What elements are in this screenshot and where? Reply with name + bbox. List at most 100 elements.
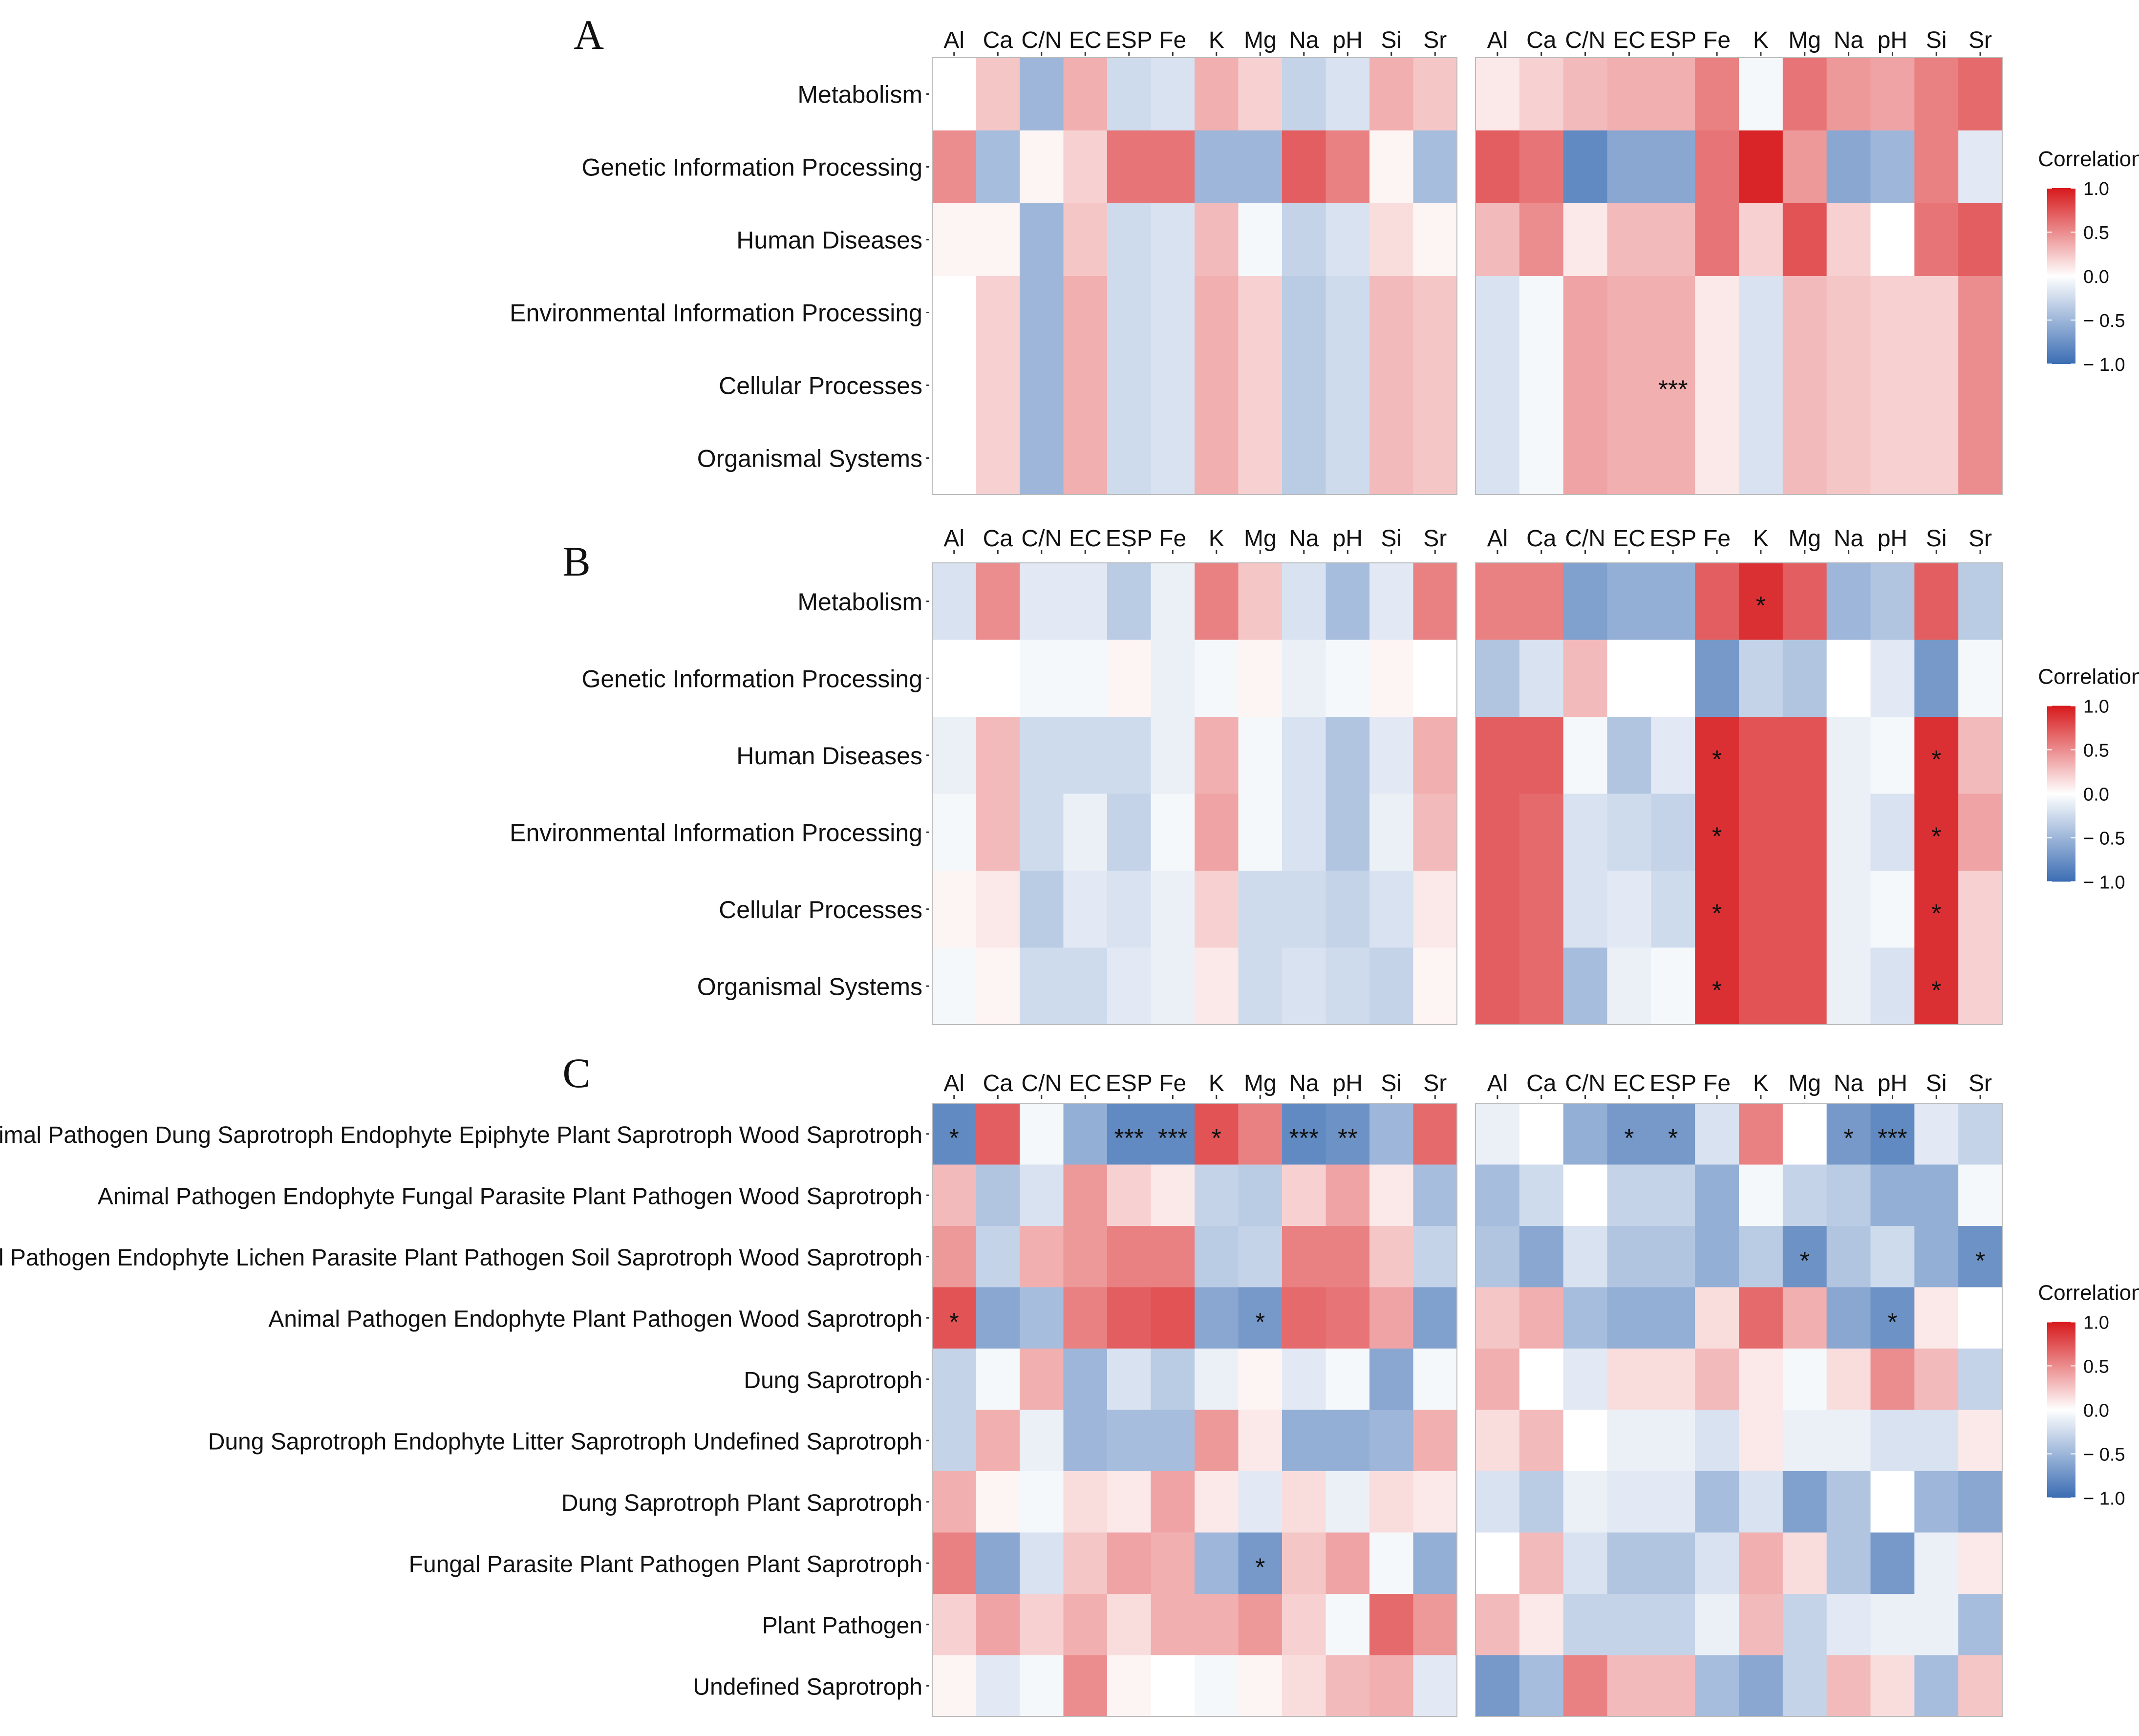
heatmap-cell	[1914, 1349, 1959, 1411]
heatmap-cell	[1695, 58, 1739, 131]
heatmap-cell	[1695, 1471, 1739, 1533]
legend-tick-label: 0.5	[2083, 741, 2109, 761]
heatmap-cell	[1914, 1164, 1959, 1226]
heatmap-cell	[1282, 1103, 1326, 1165]
heatmap-cell	[1563, 1471, 1608, 1533]
heatmap-cell	[1958, 717, 2003, 794]
heatmap-cell	[1238, 947, 1283, 1025]
significance-mark: *	[1668, 1124, 1678, 1153]
heatmap-cell	[1063, 793, 1108, 871]
column-label: pH	[1333, 27, 1363, 53]
row-label: Undefined Saprotroph	[693, 1674, 922, 1700]
heatmap-cell	[932, 1103, 977, 1165]
heatmap-cell	[1195, 1287, 1239, 1349]
column-label: Fe	[1159, 1071, 1186, 1096]
heatmap-cell	[1020, 349, 1064, 422]
heatmap-cell	[1607, 640, 1651, 717]
heatmap-cell	[1369, 422, 1414, 495]
heatmap-cell	[1958, 1594, 2003, 1656]
heatmap-cell	[1369, 1226, 1414, 1288]
heatmap-cell	[1739, 1103, 1783, 1165]
significance-mark: *	[949, 1308, 959, 1336]
heatmap-cell	[976, 349, 1020, 422]
heatmap-cell	[1326, 1287, 1370, 1349]
heatmap-cell	[1282, 1226, 1326, 1288]
heatmap-cell	[932, 717, 977, 794]
heatmap-cell	[1326, 1410, 1370, 1472]
heatmap-cell	[1063, 1103, 1108, 1165]
heatmap-cell	[1607, 58, 1651, 131]
heatmap-cell	[1826, 1655, 1871, 1717]
column-label: Al	[943, 1071, 964, 1096]
heatmap-cell	[1413, 422, 1457, 495]
heatmap-cell	[1413, 1410, 1457, 1472]
heatmap-cell	[1695, 1103, 1739, 1165]
heatmap-cell	[932, 1226, 977, 1288]
heatmap-cell	[976, 58, 1020, 131]
significance-mark: *	[1712, 822, 1722, 851]
heatmap-cell	[1238, 422, 1283, 495]
heatmap-cell	[976, 203, 1020, 277]
heatmap-cell	[1958, 563, 2003, 641]
heatmap-cell	[1826, 793, 1871, 871]
heatmap-cell	[1369, 1287, 1414, 1349]
heatmap-cell	[1238, 1226, 1283, 1288]
heatmap-cell	[1476, 130, 1520, 204]
row-label: Genetic Information Processing	[581, 154, 922, 181]
significance-mark: *	[1931, 822, 1941, 851]
heatmap-cell	[1413, 276, 1457, 349]
heatmap-cell	[1607, 793, 1651, 871]
heatmap-cell	[1063, 1349, 1108, 1411]
heatmap-cell	[1958, 871, 2003, 948]
heatmap-cell	[1476, 1410, 1520, 1472]
column-label: Al	[943, 526, 964, 552]
panel-B: B Metabolism Genetic Information Processin…	[510, 526, 2139, 1025]
heatmap-cell	[1151, 1226, 1195, 1288]
heatmap-cell	[1782, 1532, 1827, 1594]
significance-mark: *	[1931, 746, 1941, 774]
heatmap-cell	[1413, 203, 1457, 277]
heatmap-cell	[1607, 717, 1651, 794]
heatmap-cell	[1476, 1349, 1520, 1411]
heatmap-cell	[1151, 871, 1195, 948]
column-label: Al	[1487, 526, 1508, 552]
heatmap-cell	[1826, 640, 1871, 717]
heatmap-cell	[1107, 203, 1152, 277]
heatmap-cell	[1151, 1594, 1195, 1656]
heatmap-cell	[1870, 58, 1915, 131]
heatmap-cell	[1195, 563, 1239, 641]
heatmap-cell	[1107, 1349, 1152, 1411]
heatmap-cell	[1020, 793, 1064, 871]
heatmap-cell	[1739, 717, 1783, 794]
heatmap-cell	[1326, 1471, 1370, 1533]
heatmap-cell	[1607, 1103, 1651, 1165]
row-label: Environmental Information Processing	[510, 819, 922, 846]
heatmap-cell	[1369, 203, 1414, 277]
heatmap-cell	[1870, 947, 1915, 1025]
heatmap-cell	[1151, 58, 1195, 131]
column-label: Mg	[1244, 1071, 1277, 1096]
significance-mark: ***	[1658, 376, 1688, 404]
heatmap-cell	[1695, 1226, 1739, 1288]
column-label: Ca	[1526, 27, 1557, 53]
heatmap-cell	[1326, 1594, 1370, 1656]
heatmap-cell	[1151, 1287, 1195, 1349]
heatmap-cell	[1651, 871, 1695, 948]
heatmap-cell	[1369, 793, 1414, 871]
heatmap-cell	[1914, 1103, 1959, 1165]
column-label: ESP	[1106, 1071, 1153, 1096]
heatmap-cell	[1519, 1164, 1564, 1226]
significance-mark: *	[1255, 1308, 1265, 1336]
heatmap-cell	[1238, 203, 1283, 277]
heatmap-cell	[1063, 276, 1108, 349]
heatmap-cell	[1413, 349, 1457, 422]
heatmap-cell	[1519, 1532, 1564, 1594]
heatmap-cell	[1739, 1655, 1783, 1717]
heatmap-cell	[1782, 1471, 1827, 1533]
significance-mark: *	[1756, 592, 1766, 620]
heatmap-cell	[1958, 1164, 2003, 1226]
heatmap-cell	[1476, 203, 1520, 277]
heatmap-cell	[1782, 640, 1827, 717]
heatmap-cell	[1476, 1287, 1520, 1349]
heatmap-cell	[1369, 349, 1414, 422]
